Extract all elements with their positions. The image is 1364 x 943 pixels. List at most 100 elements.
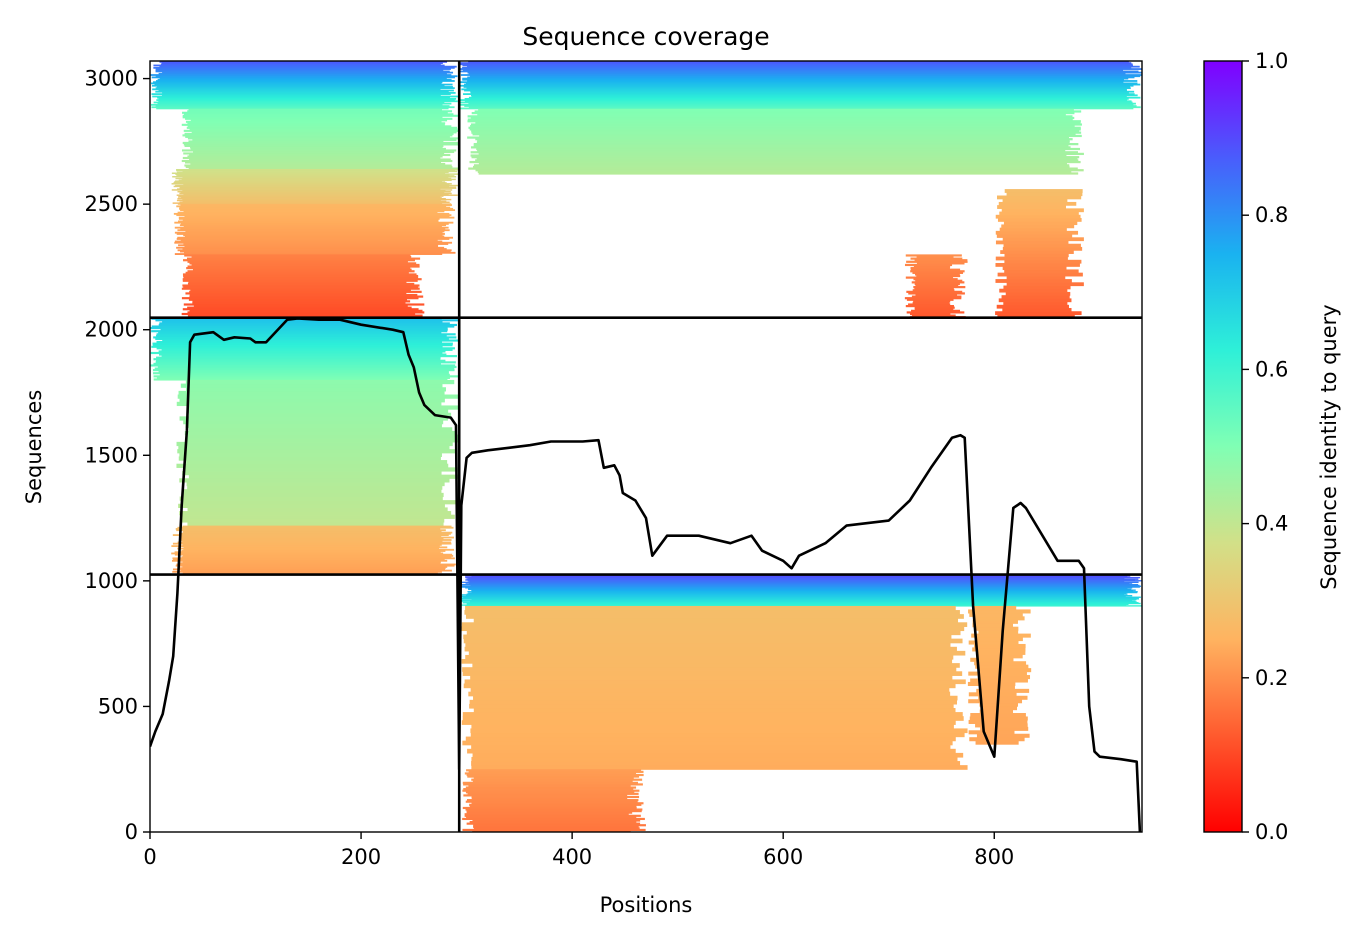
heat-row (996, 234, 1073, 238)
heat-row (182, 492, 444, 498)
heat-row (975, 626, 1019, 631)
heat-row (1004, 269, 1079, 274)
heat-row (471, 111, 1075, 115)
heat-row (465, 642, 951, 648)
heat-row (185, 120, 442, 123)
heat-row (462, 789, 640, 792)
heat-row (174, 180, 442, 182)
heat-row (182, 190, 446, 192)
heat-row (471, 589, 1136, 591)
heat-row (459, 600, 1136, 602)
plot-area (150, 61, 1142, 832)
heat-row (188, 409, 449, 414)
heat-row (999, 227, 1067, 232)
heat-row (469, 803, 642, 806)
heat-row (475, 169, 1084, 172)
heat-row (171, 183, 452, 185)
heat-row (181, 556, 452, 559)
heat-row (995, 279, 1072, 283)
heat-row (150, 364, 456, 367)
heat-row (466, 811, 633, 814)
heat-row (157, 365, 457, 369)
heat-row (156, 334, 447, 337)
heat-row (181, 197, 442, 199)
heat-row (980, 726, 1029, 731)
heat-row (187, 282, 415, 286)
heat-row (464, 813, 629, 816)
heat-row (911, 281, 965, 284)
heat-row (181, 149, 457, 152)
heat-row (185, 165, 453, 169)
heat-row (460, 107, 1134, 110)
heat-row (181, 550, 446, 552)
heat-row (468, 784, 631, 788)
heat-row (469, 128, 1081, 131)
heat-row (190, 289, 411, 292)
heat-row (1001, 295, 1070, 299)
heat-row (995, 240, 1069, 245)
heat-row (187, 306, 412, 309)
heat-row (461, 604, 1127, 606)
heat-row (177, 394, 459, 399)
block-middle-left (150, 317, 460, 576)
heat-row (153, 358, 441, 361)
heat-row (176, 441, 453, 447)
heat-row (171, 172, 446, 174)
heat-row (459, 101, 1133, 104)
heat-row (181, 518, 445, 523)
heat-row (968, 719, 1028, 724)
heat-row (974, 643, 1026, 649)
heat-row (914, 259, 968, 262)
heat-row (465, 614, 964, 619)
heat-row (183, 274, 419, 278)
heat-row (153, 378, 448, 381)
heat-row (473, 777, 634, 780)
heat-row (177, 541, 452, 544)
heat-row (150, 351, 443, 355)
heat-row (182, 114, 458, 117)
heat-row (470, 94, 1138, 97)
heat-row (910, 267, 950, 270)
heat-row (162, 92, 456, 94)
heat-row (182, 248, 447, 250)
heat-row (470, 146, 1071, 149)
y-tick: 3000 (85, 67, 150, 91)
heat-row (187, 270, 415, 273)
heat-row (182, 134, 453, 137)
colorbar: 0.0 0.2 0.4 0.6 0.8 1.0 Sequence identity to … (1203, 49, 1341, 844)
heat-row (972, 647, 1026, 652)
heat-row (905, 276, 954, 279)
heat-row (968, 692, 1017, 697)
heat-row (188, 298, 408, 301)
heat-row (179, 207, 454, 210)
heat-row (471, 156, 1080, 159)
band-2 (171, 168, 459, 205)
heat-row (980, 685, 1015, 690)
heat-row (461, 88, 1127, 91)
heat-row (472, 663, 960, 668)
heat-row (183, 225, 442, 228)
heat-row (189, 128, 458, 131)
heat-row (914, 308, 954, 311)
heat-row (995, 256, 1068, 261)
heat-row (968, 640, 1019, 645)
band-0 (459, 61, 1142, 110)
heat-row (153, 66, 455, 69)
heat-row (175, 564, 455, 567)
band-2 (995, 189, 1084, 319)
heat-row (179, 201, 450, 203)
heat-row (155, 69, 444, 72)
heat-row (473, 144, 1069, 147)
heat-row (152, 88, 441, 91)
heat-row (463, 86, 1131, 88)
heat-row (1004, 259, 1082, 264)
heat-row (466, 822, 641, 825)
heat-row (916, 274, 961, 278)
heat-row (178, 562, 441, 565)
heat-row (186, 460, 448, 465)
heat-row (183, 193, 449, 196)
heat-row (172, 202, 443, 204)
heat-row (462, 806, 637, 810)
heat-row (464, 814, 641, 817)
heat-row (182, 170, 458, 173)
